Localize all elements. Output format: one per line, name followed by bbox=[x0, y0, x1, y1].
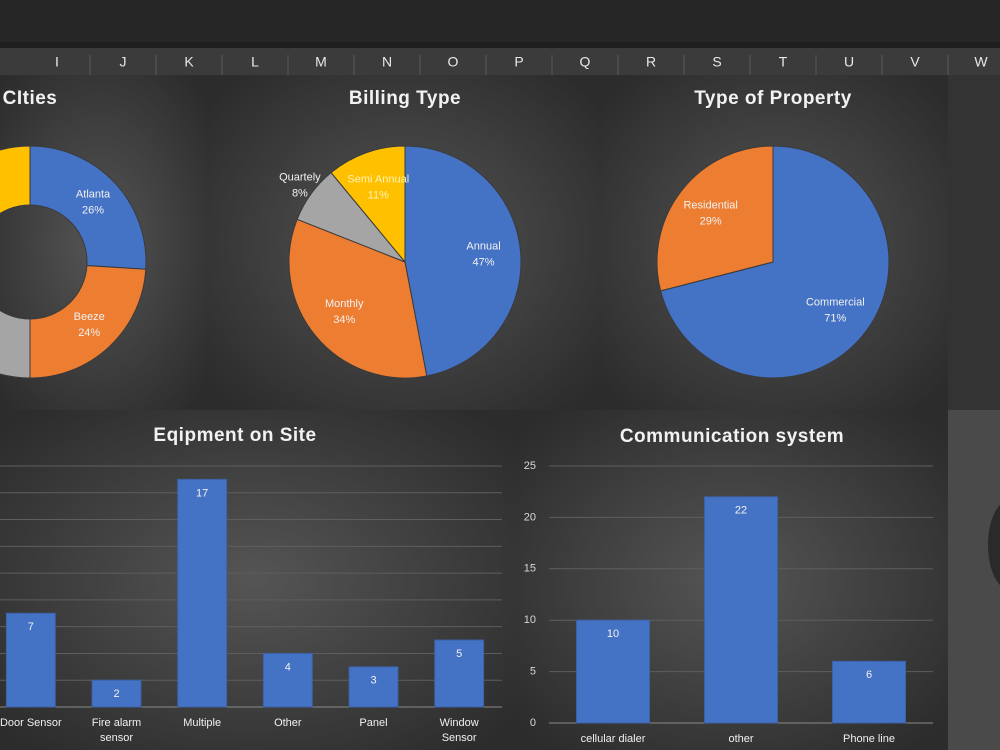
column-header: S bbox=[712, 54, 721, 70]
slice-value-label: 24% bbox=[78, 327, 100, 339]
x-tick-label: Multiple bbox=[183, 717, 222, 729]
x-tick-label: Phone line bbox=[843, 733, 895, 745]
slice-label: Commercial bbox=[806, 296, 865, 308]
data-label: 22 bbox=[735, 505, 747, 517]
slice bbox=[0, 145, 31, 215]
bar bbox=[5, 612, 56, 708]
y-tick-label: 10 bbox=[524, 614, 536, 626]
slice-label: Residential bbox=[683, 200, 737, 212]
x-tick-label: other bbox=[728, 733, 754, 745]
y-tick-label: 15 bbox=[524, 563, 536, 575]
slice bbox=[656, 145, 774, 292]
column-header: R bbox=[646, 54, 656, 70]
chart-title: Eqipment on Site bbox=[153, 425, 316, 446]
slice-label: Atlanta bbox=[76, 189, 111, 201]
data-label: 17 bbox=[196, 487, 208, 499]
column-header: L bbox=[251, 54, 259, 70]
slice bbox=[0, 309, 31, 379]
column-header: J bbox=[120, 54, 127, 70]
panel bbox=[948, 75, 1000, 410]
chart-title: CIties bbox=[3, 88, 58, 109]
data-label: 3 bbox=[370, 675, 376, 687]
y-tick-label: 25 bbox=[524, 460, 536, 472]
slice bbox=[330, 145, 406, 264]
picture-fragment bbox=[988, 504, 1000, 586]
slice bbox=[288, 218, 428, 379]
slice-label: Beeze bbox=[74, 311, 105, 323]
bar bbox=[262, 652, 313, 708]
bar bbox=[348, 666, 399, 708]
column-header-row bbox=[0, 48, 1000, 75]
data-label: 4 bbox=[285, 661, 291, 673]
column-header: Q bbox=[580, 54, 591, 70]
column-header: K bbox=[184, 54, 194, 70]
slice bbox=[404, 145, 522, 377]
slice-value-label: 47% bbox=[473, 256, 495, 268]
bar bbox=[832, 660, 906, 724]
column-header: U bbox=[844, 54, 854, 70]
column-header: I bbox=[55, 54, 59, 70]
slice-label: Quartely bbox=[279, 172, 321, 184]
chart-title: Communication system bbox=[620, 426, 844, 447]
bar bbox=[177, 478, 228, 708]
slice-value-label: 26% bbox=[82, 205, 104, 217]
bar bbox=[576, 619, 650, 724]
data-label: 10 bbox=[607, 628, 619, 640]
slice-label: Monthly bbox=[325, 298, 364, 310]
bar bbox=[434, 639, 485, 708]
y-tick-label: 5 bbox=[530, 666, 536, 678]
x-tick-label: Other bbox=[274, 717, 302, 729]
column-header: N bbox=[382, 54, 392, 70]
x-tick-label: cellular dialer bbox=[580, 733, 646, 745]
x-tick-label: Fire alarm sensor bbox=[91, 717, 142, 744]
panel bbox=[948, 410, 1000, 750]
y-tick-label: 20 bbox=[524, 511, 536, 523]
data-label: 5 bbox=[456, 648, 462, 660]
slice bbox=[660, 145, 890, 379]
bar bbox=[91, 679, 142, 708]
slice-label: Annual bbox=[466, 240, 500, 252]
data-label: 6 bbox=[866, 669, 872, 681]
slice-value-label: 8% bbox=[292, 188, 308, 200]
chart-title: Type of Property bbox=[694, 88, 852, 109]
x-tick-label: Door Sensor bbox=[0, 717, 62, 729]
column-header: M bbox=[315, 54, 327, 70]
slice-value-label: 71% bbox=[824, 312, 846, 324]
slice-value-label: 11% bbox=[368, 190, 389, 202]
x-tick-label: Panel bbox=[359, 717, 388, 729]
ribbon bbox=[0, 0, 1000, 42]
column-header: O bbox=[448, 54, 459, 70]
column-header: W bbox=[974, 54, 988, 70]
slice bbox=[29, 265, 147, 379]
ribbon-border bbox=[0, 42, 1000, 48]
slice-label: Semi Annual bbox=[347, 174, 409, 186]
chart-title: Billing Type bbox=[349, 88, 461, 109]
x-tick-label: Window Sensor bbox=[439, 717, 479, 744]
column-header: T bbox=[779, 54, 788, 70]
data-label: 7 bbox=[28, 621, 34, 633]
panel bbox=[0, 410, 515, 750]
column-header: P bbox=[514, 54, 523, 70]
y-tick-label: 0 bbox=[530, 717, 536, 729]
slice bbox=[29, 145, 147, 270]
column-header: V bbox=[910, 54, 920, 70]
bar bbox=[704, 496, 778, 724]
slice-value-label: 34% bbox=[333, 314, 355, 326]
slice-value-label: 29% bbox=[700, 216, 722, 228]
data-label: 2 bbox=[113, 688, 119, 700]
